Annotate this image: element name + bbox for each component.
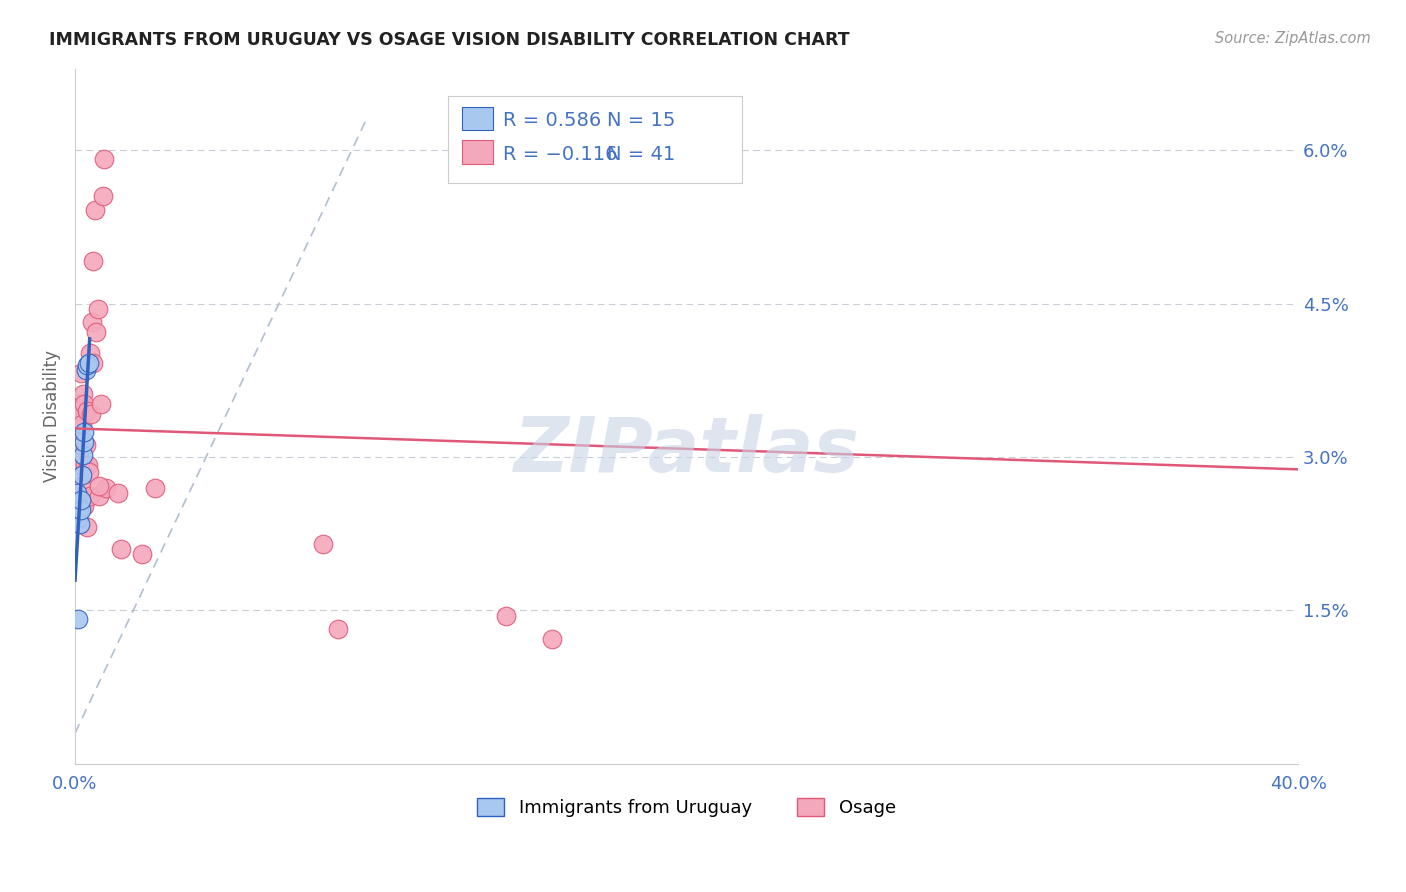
Point — [69, 366, 91, 380]
Point — [75, 363, 97, 377]
Point — [65, 434, 87, 449]
Point — [76, 458, 98, 473]
FancyBboxPatch shape — [449, 96, 741, 183]
Point — [67, 458, 90, 473]
Point — [312, 537, 335, 551]
Point — [67, 503, 90, 517]
Point — [67, 397, 90, 411]
Point — [65, 496, 87, 510]
Point — [69, 438, 91, 452]
Text: N = 15: N = 15 — [607, 112, 675, 130]
Point — [89, 489, 111, 503]
Text: R = 0.586: R = 0.586 — [503, 112, 602, 130]
Point — [67, 511, 90, 525]
Point — [76, 519, 98, 533]
Point — [70, 468, 93, 483]
Point — [77, 356, 100, 370]
Y-axis label: Vision Disability: Vision Disability — [44, 351, 60, 483]
Point — [107, 486, 129, 500]
Point — [82, 356, 104, 370]
Point — [72, 386, 94, 401]
Point — [70, 493, 93, 508]
Point — [79, 489, 101, 503]
Point — [66, 486, 89, 500]
Point — [541, 632, 564, 646]
Point — [89, 479, 111, 493]
Point — [83, 202, 105, 217]
Point — [80, 407, 103, 421]
FancyBboxPatch shape — [461, 107, 494, 130]
Legend: Immigrants from Uruguay, Osage: Immigrants from Uruguay, Osage — [470, 790, 903, 824]
Point — [495, 608, 517, 623]
Point — [77, 466, 100, 480]
Point — [72, 448, 94, 462]
Point — [94, 481, 117, 495]
Text: IMMIGRANTS FROM URUGUAY VS OSAGE VISION DISABILITY CORRELATION CHART: IMMIGRANTS FROM URUGUAY VS OSAGE VISION … — [49, 31, 849, 49]
Point — [73, 397, 96, 411]
Point — [66, 414, 89, 428]
Point — [91, 189, 114, 203]
Point — [72, 499, 94, 513]
Text: Source: ZipAtlas.com: Source: ZipAtlas.com — [1215, 31, 1371, 46]
Point — [67, 612, 90, 626]
Point — [326, 622, 349, 636]
Point — [70, 417, 93, 432]
Point — [73, 458, 96, 473]
Point — [80, 315, 103, 329]
Point — [143, 481, 166, 495]
Text: N = 41: N = 41 — [607, 145, 675, 163]
Point — [69, 404, 91, 418]
Point — [90, 397, 112, 411]
Point — [69, 516, 91, 531]
Point — [82, 253, 104, 268]
Point — [70, 479, 93, 493]
Point — [131, 547, 153, 561]
Point — [79, 345, 101, 359]
Point — [87, 301, 110, 316]
Point — [76, 358, 98, 372]
Point — [72, 434, 94, 449]
Text: ZIPatlas: ZIPatlas — [513, 414, 859, 488]
Point — [86, 326, 108, 340]
Point — [75, 438, 97, 452]
Text: R = −0.116: R = −0.116 — [503, 145, 617, 163]
Point — [73, 425, 96, 439]
Point — [110, 542, 132, 557]
Point — [76, 404, 98, 418]
Point — [69, 503, 91, 517]
FancyBboxPatch shape — [461, 140, 494, 164]
Point — [93, 152, 115, 166]
